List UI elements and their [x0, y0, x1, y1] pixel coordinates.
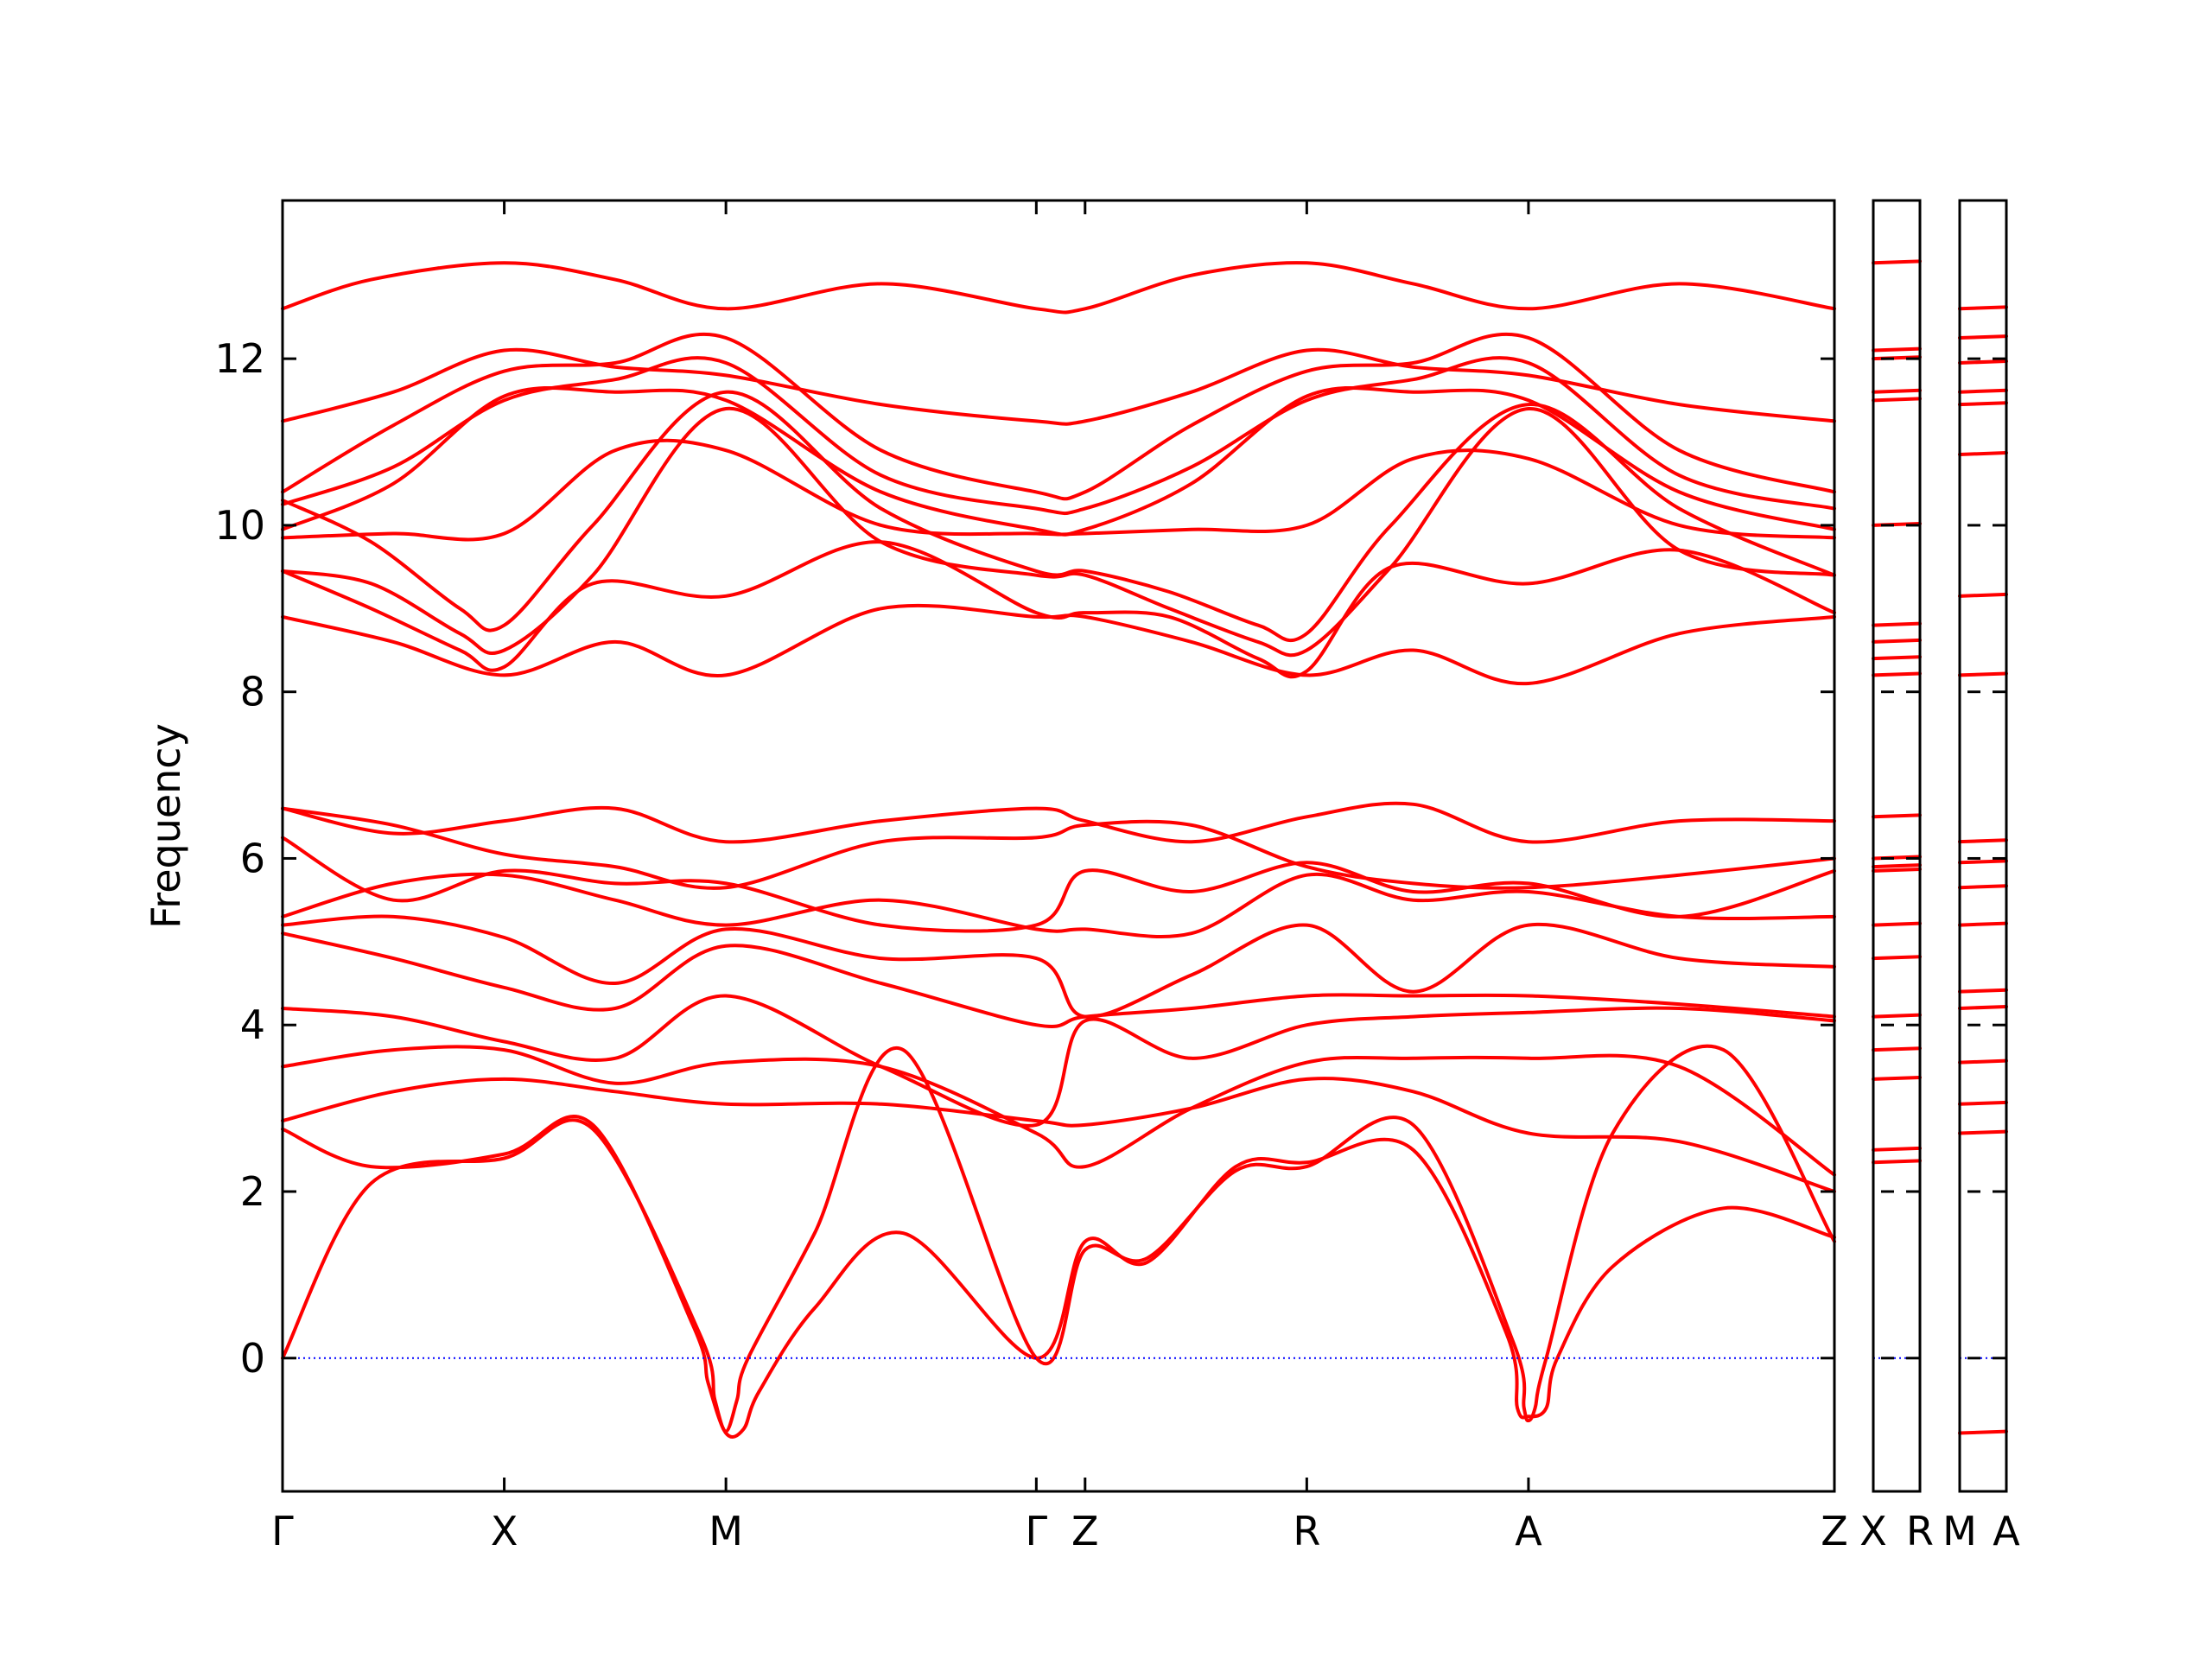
- main-ticks: [283, 200, 1834, 1491]
- band-line: [1958, 1100, 2008, 1106]
- band-line: [1958, 671, 2008, 677]
- band-line: [281, 540, 1836, 679]
- band-line: [281, 931, 1836, 1029]
- band-line: [281, 1045, 1836, 1177]
- main-plot-frame: [281, 199, 1836, 1493]
- band-line: [281, 801, 1836, 844]
- band-line: [1958, 859, 2008, 865]
- band-line: [1872, 671, 1922, 677]
- band-line: [281, 347, 1836, 426]
- band-line: [1872, 397, 1922, 403]
- band-line: [281, 914, 1836, 1019]
- m-a-plot-frame: [1958, 199, 2008, 1493]
- band-line: [1958, 1005, 2008, 1010]
- band-line: [1872, 867, 1922, 873]
- band-line: [1872, 863, 1922, 869]
- band-line: [281, 390, 1836, 643]
- band-line: [281, 356, 1836, 516]
- band-line: [281, 806, 1836, 890]
- x-tick-label: M: [709, 1508, 743, 1554]
- x-tick-label: X: [491, 1508, 518, 1554]
- band-line: [1958, 884, 2008, 890]
- y-axis-label: Frequency: [143, 723, 189, 929]
- y-tick-label: 8: [240, 669, 265, 715]
- x-tick-label: R: [1906, 1508, 1934, 1554]
- band-line: [1872, 955, 1922, 961]
- band-line: [281, 261, 1836, 315]
- y-tick-label: 4: [240, 1001, 265, 1048]
- x-tick-label: A: [1993, 1508, 2020, 1554]
- x-tick-label: X: [1859, 1508, 1887, 1554]
- band-line: [281, 332, 1836, 501]
- band-line: [1958, 592, 2008, 598]
- band-line: [281, 872, 1836, 938]
- band-line: [1872, 655, 1922, 661]
- y-tick-label: 12: [214, 335, 265, 382]
- band-line: [1872, 259, 1922, 265]
- band-line: [1872, 638, 1922, 644]
- band-line: [1958, 1129, 2008, 1135]
- band-line: [281, 438, 1836, 542]
- band-line: [1958, 1429, 2008, 1435]
- band-line: [281, 406, 1836, 658]
- band-line: [281, 1044, 1836, 1433]
- x-r-plot-frame: [1872, 199, 1922, 1493]
- y-tick-label: 6: [240, 835, 265, 881]
- band-line: [1958, 305, 2008, 311]
- band-line: [1872, 621, 1922, 627]
- band-line: [1872, 921, 1922, 927]
- band-line: [281, 994, 1836, 1128]
- band-line: [1958, 451, 2008, 456]
- band-line: [1872, 388, 1922, 394]
- band-line: [281, 603, 1836, 686]
- x-r-band-lines: [1872, 259, 1922, 1359]
- y-tick-label: 2: [240, 1168, 265, 1215]
- band-line: [281, 1115, 1836, 1439]
- band-line: [281, 1077, 1836, 1193]
- x-tick-label: R: [1293, 1508, 1320, 1554]
- band-line: [1872, 1146, 1922, 1152]
- band-line: [1872, 1075, 1922, 1081]
- x-tick-label: Γ: [1026, 1508, 1048, 1554]
- y-tick-label: 0: [240, 1335, 265, 1382]
- x-tick-label: Γ: [271, 1508, 294, 1554]
- band-line: [1958, 334, 2008, 340]
- band-line: [1958, 988, 2008, 994]
- x-tick-label: Z: [1821, 1508, 1848, 1554]
- band-line: [1958, 838, 2008, 844]
- band-line: [1872, 813, 1922, 819]
- band-line: [1872, 1013, 1922, 1019]
- band-line: [1872, 1046, 1922, 1052]
- m-a-ticks: [1967, 357, 2006, 1360]
- band-line: [281, 836, 1836, 933]
- y-tick-label: 10: [214, 502, 265, 549]
- x-r-ticks: [1881, 357, 1920, 1360]
- x-tick-label: A: [1515, 1508, 1542, 1554]
- m-a-band-lines: [1958, 305, 2008, 1435]
- band-line: [1958, 388, 2008, 394]
- band-line: [1958, 1058, 2008, 1065]
- x-tick-label: M: [1942, 1508, 1977, 1554]
- band-line: [1958, 401, 2008, 407]
- x-tick-label: Z: [1071, 1508, 1099, 1554]
- band-line: [1872, 346, 1922, 353]
- main-band-lines: [281, 261, 1836, 1439]
- band-line: [1872, 1159, 1922, 1165]
- band-line: [1958, 359, 2008, 365]
- band-line: [1958, 921, 2008, 927]
